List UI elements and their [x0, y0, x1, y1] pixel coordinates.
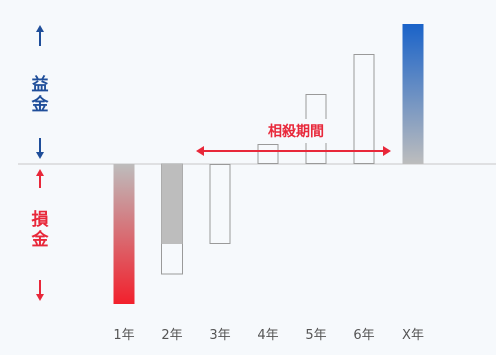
- bar-2年: [161, 164, 183, 244]
- profit-up-arrow-icon: [36, 25, 44, 46]
- bar-X年: [402, 24, 424, 164]
- bar-4年: [257, 144, 279, 164]
- profit-label: 益金: [31, 74, 50, 115]
- x-tick-1年: 1年: [113, 328, 134, 343]
- loss-down-arrow-icon: [36, 280, 44, 301]
- x-tick-2年: 2年: [161, 328, 182, 343]
- bar-3年: [209, 164, 231, 244]
- profit-axis-marker: 益金: [31, 25, 50, 159]
- offset-period-annotation: 相殺期間: [196, 119, 391, 156]
- loss-up-arrow-icon: [36, 169, 44, 188]
- x-tick-3年: 3年: [209, 328, 230, 343]
- x-tick-6年: 6年: [353, 328, 374, 343]
- offset-period-label-bg: [250, 119, 342, 143]
- loss-axis-marker: 損金: [31, 169, 50, 301]
- profit-down-arrow-icon: [36, 138, 44, 159]
- x-tick-5年: 5年: [305, 328, 326, 343]
- offset-period-label: 相殺期間: [268, 123, 324, 140]
- x-tick-X年: X年: [402, 328, 424, 343]
- offset-period-arrowhead-right-icon: [383, 146, 391, 156]
- x-tick-4年: 4年: [257, 328, 278, 343]
- offset-period-arrowhead-left-icon: [196, 146, 204, 156]
- x-tick-labels: 1年 2年 3年 4年 5年 6年 X年: [113, 328, 424, 343]
- bar-6年: [353, 54, 375, 164]
- bar-1年: [113, 164, 135, 304]
- loss-label: 損金: [31, 209, 50, 250]
